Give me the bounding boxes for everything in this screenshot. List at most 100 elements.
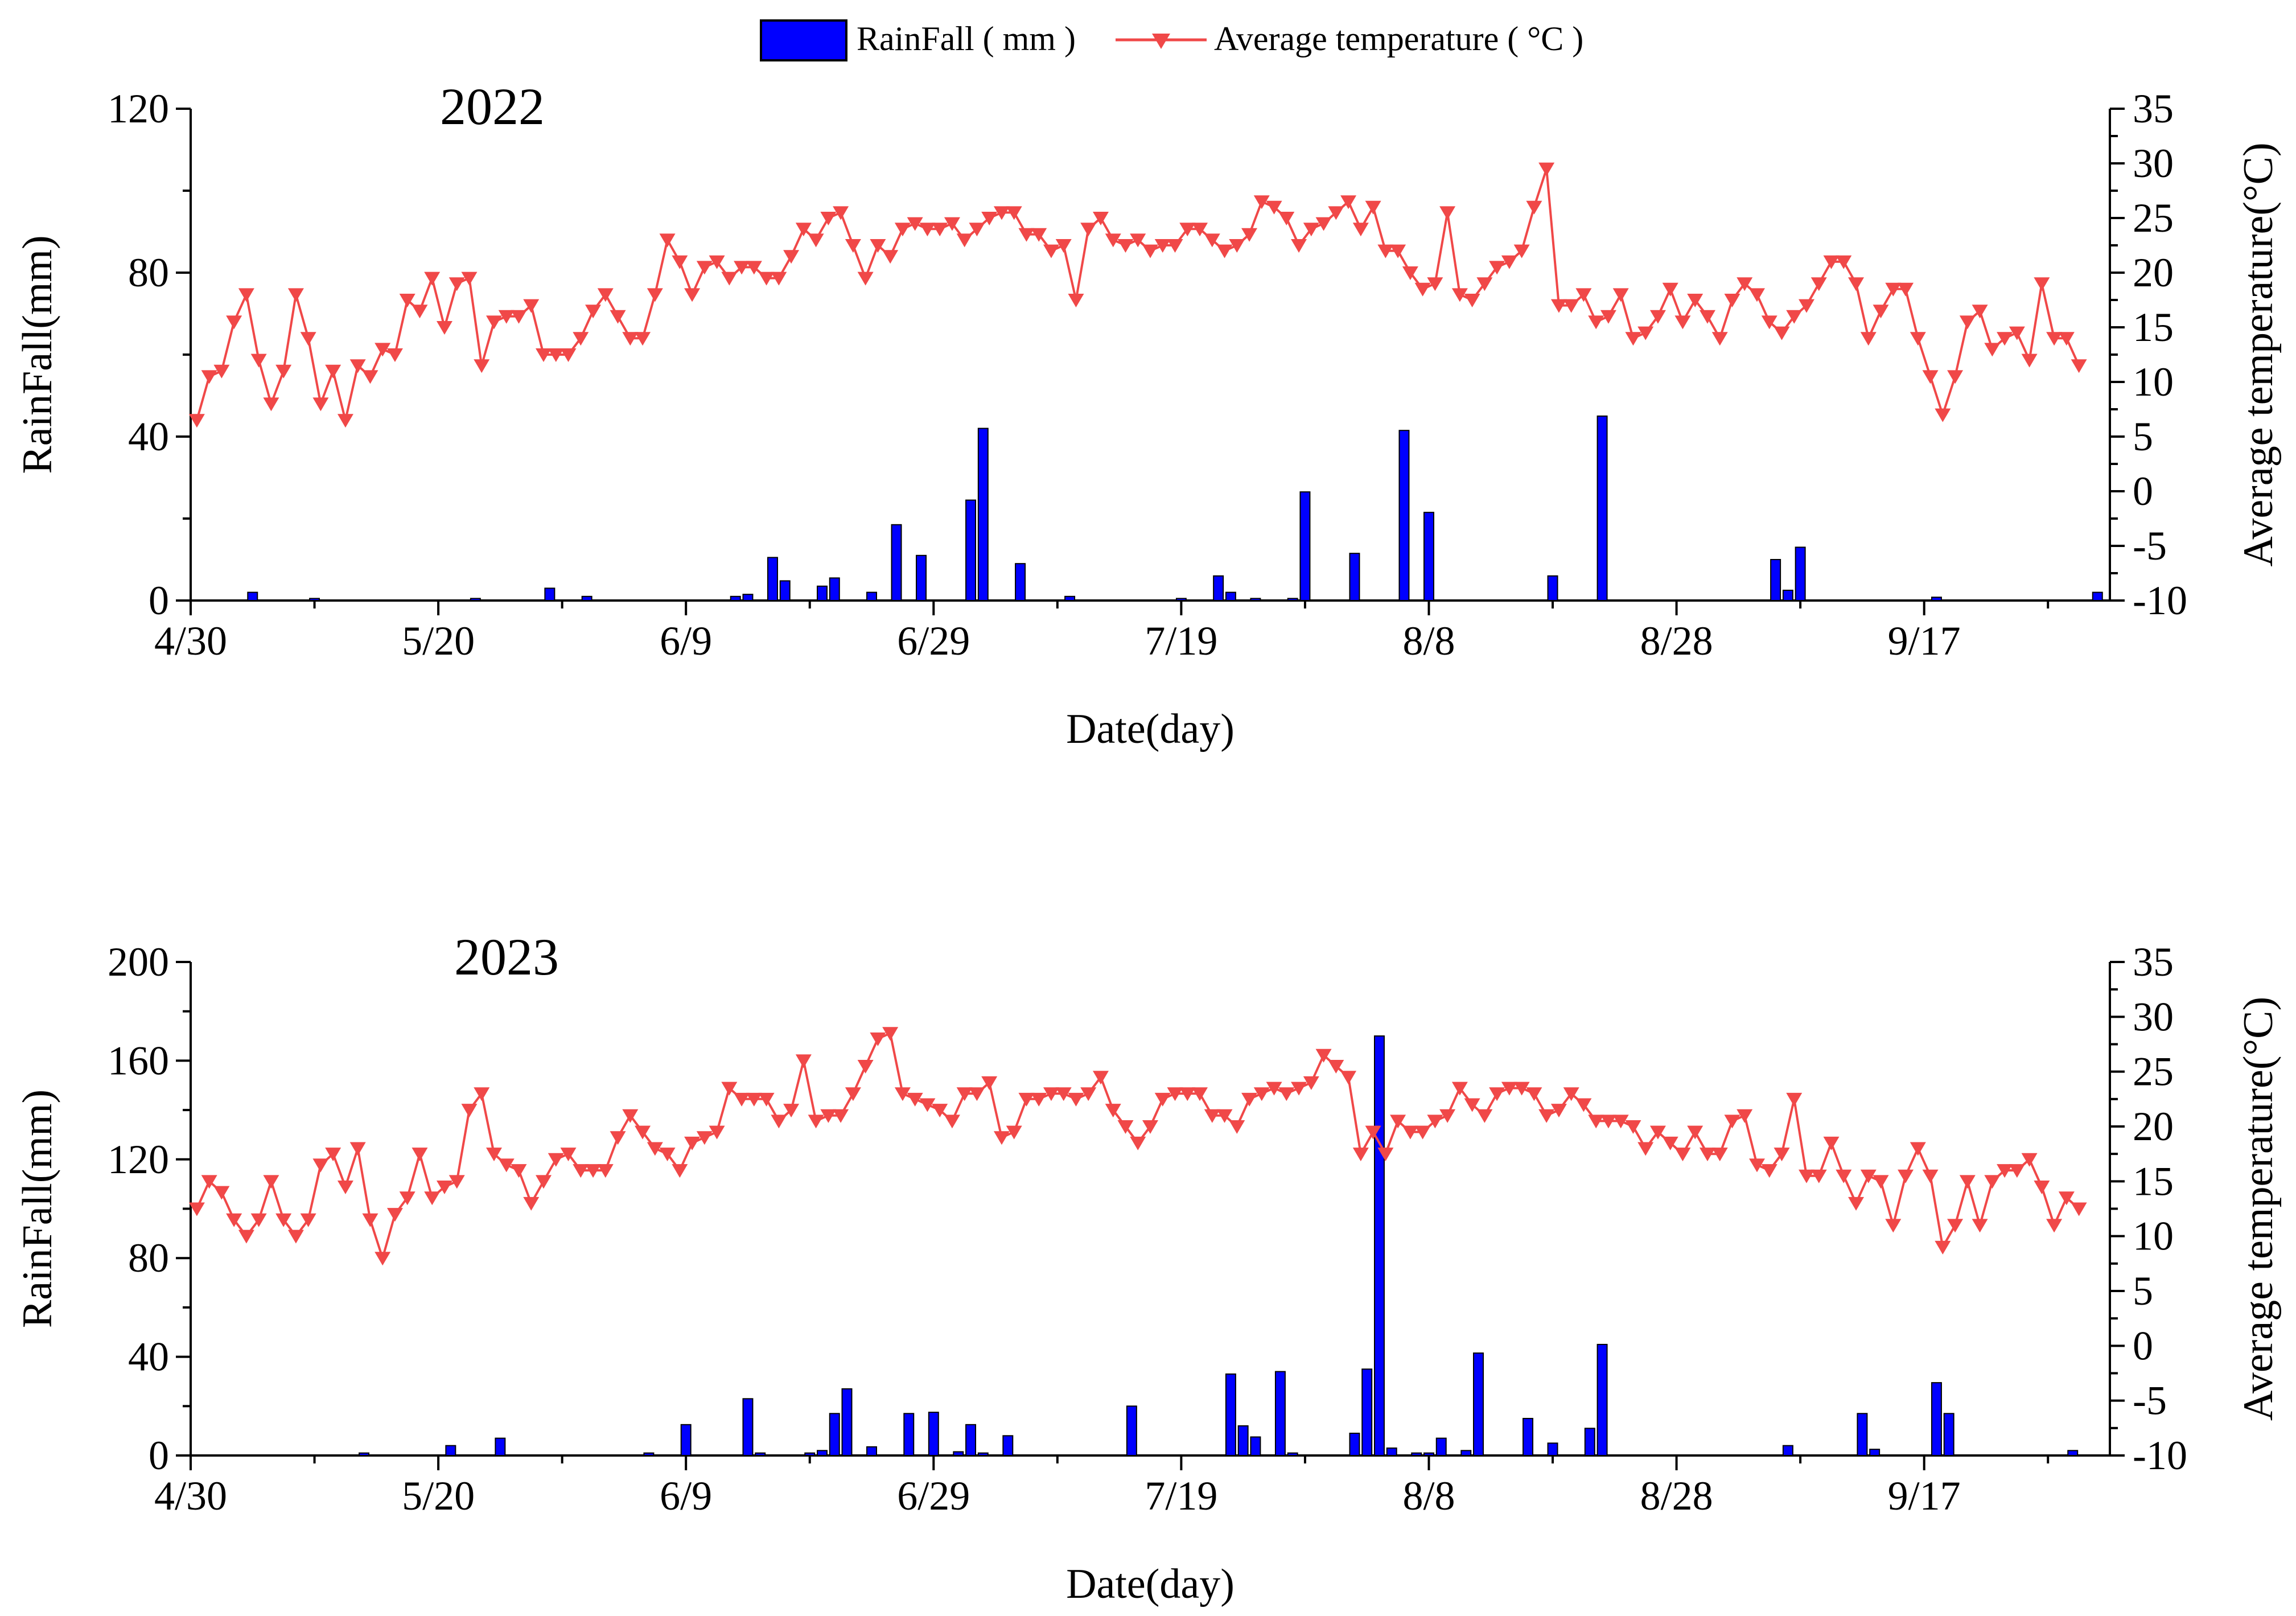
rainfall-bar	[1373, 1035, 1385, 1457]
temperature-point	[919, 223, 936, 237]
x-tick-label: 5/20	[402, 1473, 475, 1519]
rainfall-bar	[1237, 1425, 1249, 1456]
temperature-point	[1699, 1148, 1715, 1162]
temperature-point	[981, 1076, 998, 1090]
temperature-point	[213, 364, 230, 379]
rainfall-bar	[1547, 575, 1558, 601]
temperature-point	[1649, 310, 1666, 324]
rainfall-bar	[1931, 597, 1942, 601]
temperature-point	[1043, 244, 1059, 258]
temperature-point	[1439, 206, 1456, 220]
temperature-point	[375, 343, 391, 357]
temperature-point	[622, 332, 639, 346]
left-y-tick-label: 80	[128, 250, 169, 295]
temperature-point	[1414, 1125, 1431, 1140]
temperature-point	[1935, 1240, 1951, 1255]
rainfall-bar	[841, 1388, 853, 1457]
temperature-point	[597, 1164, 614, 1178]
temperature-point	[238, 1230, 254, 1244]
temperature-point	[188, 414, 205, 428]
temperature-point	[1885, 282, 1902, 297]
x-tick-label: 8/28	[1640, 618, 1713, 664]
temperature-point	[1811, 1169, 1827, 1183]
temperature-point	[1216, 244, 1233, 258]
temperature-point	[2021, 1153, 2038, 1167]
right-y-tick-label: 20	[2133, 250, 2174, 295]
temperature-point	[362, 370, 378, 384]
rainfall-bar	[495, 1437, 506, 1457]
temperature-point	[1489, 261, 1505, 275]
rainfall-bar	[1770, 559, 1781, 601]
right-y-tick-label: 35	[2133, 86, 2174, 131]
temperature-point	[1860, 332, 1877, 346]
rainfall-bar	[1435, 1437, 1447, 1457]
temperature-point	[1526, 1087, 1542, 1101]
temperature-point	[1092, 1071, 1109, 1085]
temperature-point	[808, 233, 824, 248]
temperature-point	[523, 299, 540, 313]
rainfall-bar	[755, 1452, 766, 1457]
temperature-point	[1427, 1115, 1443, 1129]
rainfall-bar	[544, 587, 556, 602]
temperature-point	[362, 1213, 378, 1227]
temperature-point	[981, 212, 998, 225]
x-tick-label: 6/9	[660, 1473, 712, 1519]
temperature-point	[932, 1104, 948, 1118]
temperature-point	[1959, 315, 1976, 330]
temperature-point	[201, 370, 217, 384]
chart-panel-2023: 0 40 80 120 160 200 -10 -5 0 5 10 15 20 25 30 35 4/30 5/2…	[14, 928, 2282, 1607]
temperature-point	[1414, 282, 1431, 297]
legend-temperature-label: Average temperature ( °C )	[1214, 20, 1583, 57]
rainfall-bar	[1782, 1445, 1793, 1456]
rainfall-bar	[977, 1452, 989, 1457]
temperature-point	[1451, 1082, 1468, 1096]
rainfall-bar	[916, 554, 927, 601]
temperature-point	[263, 397, 279, 412]
temperature-point	[1390, 1115, 1406, 1129]
rainfall-bar	[1250, 598, 1261, 602]
temperature-point	[2034, 1180, 2050, 1194]
temperature-point	[1340, 1071, 1357, 1085]
temperature-point	[337, 414, 353, 428]
temperature-point	[1637, 1142, 1654, 1156]
rainfall-bar	[928, 1412, 939, 1456]
right-y-tick-label: 35	[2133, 939, 2174, 985]
temperature-point	[238, 288, 254, 302]
temperature-point	[635, 1125, 651, 1140]
temperature-point	[1625, 1120, 1641, 1134]
temperature-point	[1117, 239, 1134, 253]
temperature-point	[734, 261, 750, 275]
rainfall-bar	[247, 591, 258, 601]
x-tick-label: 7/19	[1145, 1473, 1217, 1519]
rainfall-bar	[470, 598, 481, 602]
temperature-point	[1241, 228, 1258, 242]
temperature-point	[894, 1087, 911, 1101]
legend-rainfall-label: RainFall ( mm )	[857, 20, 1076, 57]
right-y-tick-label: 15	[2133, 305, 2174, 350]
right-y-tick-label: 20	[2133, 1104, 2174, 1149]
temperature-point	[1737, 277, 1753, 291]
temperature-point	[1303, 223, 1319, 237]
temperature-point	[659, 1148, 676, 1162]
temperature-point	[746, 261, 762, 275]
temperature-point	[1687, 294, 1704, 307]
temperature-point	[833, 206, 849, 220]
temperature-point	[1674, 315, 1691, 330]
temperature-point	[1649, 1125, 1666, 1140]
rainfall-bar	[445, 1445, 456, 1456]
rainfall-bar	[779, 580, 791, 602]
temperature-point	[684, 1136, 701, 1150]
right-y-tick-label: 5	[2133, 1268, 2153, 1314]
temperature-point	[412, 305, 428, 319]
temperature-point	[201, 1175, 217, 1189]
temperature-point	[820, 212, 837, 225]
temperature-point	[820, 1109, 837, 1123]
temperature-point	[386, 348, 403, 362]
temperature-point	[448, 1175, 465, 1189]
temperature-point	[1105, 1104, 1121, 1118]
temperature-point	[1836, 255, 1852, 269]
rainfall-bar	[767, 557, 778, 602]
temperature-point	[1984, 1175, 2001, 1189]
temperature-point	[1625, 332, 1641, 346]
temperature-point	[375, 1252, 391, 1266]
